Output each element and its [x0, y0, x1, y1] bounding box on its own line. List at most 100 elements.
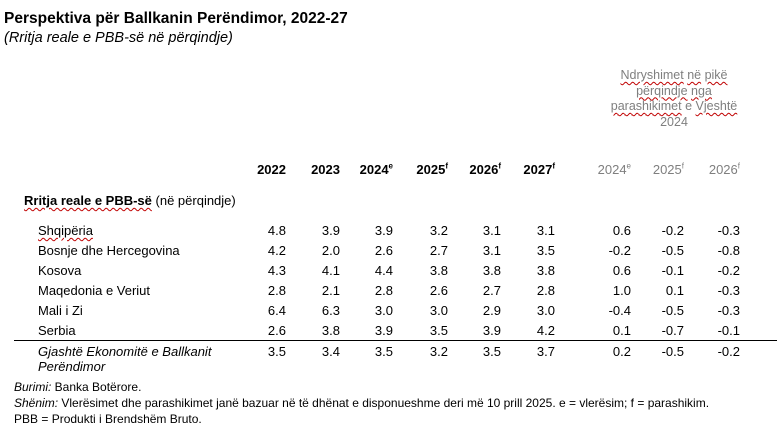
table-cell: 2.0 — [321, 243, 340, 258]
aggregate-cell: 3.2 — [429, 344, 448, 359]
table-cell: 2.6 — [267, 323, 286, 338]
table-cell: 3.1 — [536, 223, 555, 238]
abbreviation-note: PBB = Produkti i Brendshëm Bruto. — [14, 412, 202, 426]
aggregate-cell: 3.7 — [536, 344, 555, 359]
table-cell: 1.0 — [612, 283, 631, 298]
table-cell: 0.6 — [612, 263, 631, 278]
table-cell: 2.7 — [429, 243, 448, 258]
source-label: Burimi: — [14, 380, 52, 394]
table-cell: 3.1 — [482, 243, 501, 258]
table-cell: 4.1 — [321, 263, 340, 278]
table-cell: 4.3 — [267, 263, 286, 278]
changes-header-word: nga — [691, 83, 712, 98]
column-header: 2024e — [359, 161, 393, 177]
table-cell: 3.9 — [374, 323, 393, 338]
table-cell: 3.8 — [536, 263, 555, 278]
table-cell: -0.2 — [661, 223, 684, 238]
changes-column-group-header: Ndryshimet në pikë përqindje nga parashi… — [604, 68, 744, 130]
column-header: 2024e — [597, 161, 631, 177]
table-cell: 3.1 — [482, 223, 501, 238]
changes-header-word: përqindje — [636, 83, 688, 98]
table-cell: 2.7 — [482, 283, 501, 298]
table-cell: 2.8 — [374, 283, 393, 298]
table-cell: 0.1 — [612, 323, 631, 338]
aggregate-cell: 3.5 — [482, 344, 501, 359]
page-subtitle: (Rritja reale e PBB-së në përqindje) — [4, 30, 233, 46]
source-note: Burimi: Banka Botërore. — [14, 380, 141, 394]
table-cell: 3.2 — [429, 223, 448, 238]
table-cell: 3.9 — [374, 223, 393, 238]
table-cell: 3.8 — [429, 263, 448, 278]
column-header: 2026f — [469, 161, 501, 177]
table-cell: 3.0 — [429, 303, 448, 318]
table-cell: -0.1 — [661, 263, 684, 278]
table-cell: 3.8 — [321, 323, 340, 338]
table-cell: 6.4 — [267, 303, 286, 318]
table-cell: 3.9 — [482, 323, 501, 338]
aggregate-cell: -0.5 — [661, 344, 684, 359]
table-row-label: Shqipëria — [38, 223, 93, 238]
table-cell: -0.7 — [661, 323, 684, 338]
aggregate-cell: -0.2 — [717, 344, 740, 359]
changes-header-word: në — [687, 68, 702, 82]
changes-header-word: e — [685, 99, 693, 113]
changes-header-word: Ndryshimet — [620, 68, 684, 82]
table-cell: -0.1 — [717, 323, 740, 338]
aggregate-separator — [14, 340, 777, 341]
table-row-label: Mali i Zi — [38, 303, 83, 318]
source-text: Banka Botërore. — [51, 380, 142, 394]
table-cell: 2.6 — [374, 243, 393, 258]
table-cell: -0.3 — [717, 223, 740, 238]
changes-header-word: parashikimet — [610, 99, 682, 113]
table-cell: 6.3 — [321, 303, 340, 318]
table-row-label: Serbia — [38, 323, 76, 338]
aggregate-cell: 3.5 — [374, 344, 393, 359]
table-cell: 2.8 — [267, 283, 286, 298]
section-title: Rritja reale e PBB-së (në përqindje) — [24, 193, 236, 208]
column-header: 2023 — [311, 162, 340, 177]
table-cell: -0.3 — [717, 283, 740, 298]
table-cell: 3.0 — [536, 303, 555, 318]
table-cell: 3.5 — [429, 323, 448, 338]
table-cell: 2.9 — [482, 303, 501, 318]
aggregate-cell: 3.4 — [321, 344, 340, 359]
table-row-label: Maqedonia e Veriut — [38, 283, 151, 298]
aggregate-cell: 0.2 — [612, 344, 631, 359]
column-header: 2022 — [257, 162, 286, 177]
table-cell: -0.3 — [717, 303, 740, 318]
table-cell: 3.9 — [321, 223, 340, 238]
table-cell: 3.0 — [374, 303, 393, 318]
section-title-rest: (në përqindje) — [151, 193, 236, 208]
changes-header-word: Vjeshtë — [695, 99, 738, 113]
table-row-label: Kosova — [38, 263, 82, 278]
table-cell: 4.2 — [536, 323, 555, 338]
column-header: 2026f — [708, 161, 740, 177]
table-cell: 0.1 — [665, 283, 684, 298]
note-text: Vlerësimet dhe parashikimet janë bazuar … — [58, 396, 710, 410]
table-row-label: Bosnje dhe Hercegovina — [38, 243, 180, 258]
section-title-bold: Rritja reale e PBB-së — [24, 193, 152, 208]
note-label: Shënim: — [14, 396, 59, 410]
aggregate-label: Gjashtë Ekonomitë e Ballkanit Perëndimor — [38, 344, 212, 374]
column-header: 2025f — [416, 161, 448, 177]
table-cell: 3.5 — [536, 243, 555, 258]
column-header: 2025f — [652, 161, 684, 177]
table-cell: 2.8 — [536, 283, 555, 298]
table-cell: 4.4 — [374, 263, 393, 278]
table-cell: 4.2 — [267, 243, 286, 258]
table-cell: -0.2 — [717, 263, 740, 278]
column-header: 2027f — [523, 161, 555, 177]
table-cell: 2.1 — [321, 283, 340, 298]
changes-header-word: 2024 — [660, 114, 688, 129]
table-cell: 3.8 — [482, 263, 501, 278]
table-cell: 2.6 — [429, 283, 448, 298]
table-cell: 0.6 — [612, 223, 631, 238]
page-title: Perspektiva për Ballkanin Perëndimor, 20… — [4, 10, 348, 27]
table-cell: -0.5 — [661, 243, 684, 258]
table-cell: -0.5 — [661, 303, 684, 318]
footnote: Shënim: Vlerësimet dhe parashikimet janë… — [14, 396, 709, 410]
table-cell: 4.8 — [267, 223, 286, 238]
changes-header-word: pikë — [704, 68, 728, 82]
table-cell: -0.2 — [608, 243, 631, 258]
table-cell: -0.4 — [608, 303, 631, 318]
